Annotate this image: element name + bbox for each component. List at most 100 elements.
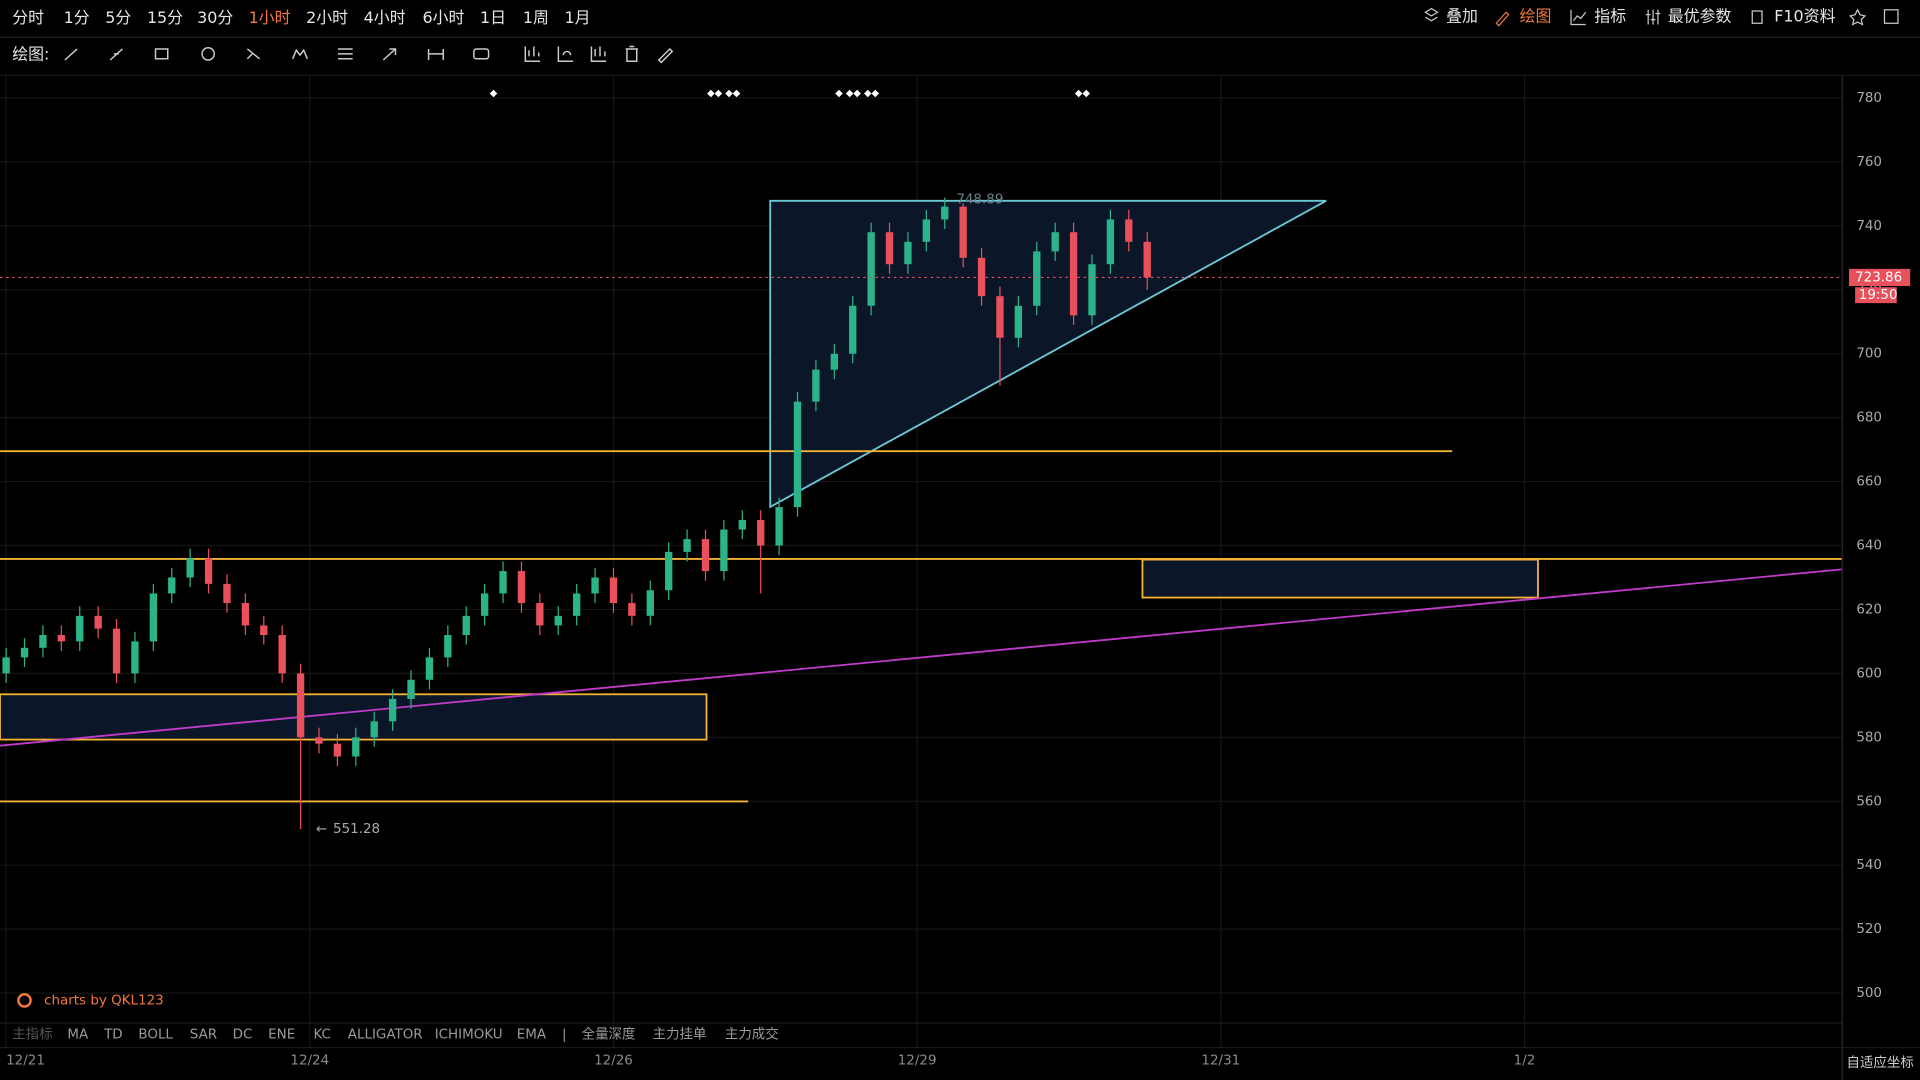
y-tick-label: 640 [1856, 539, 1882, 554]
candle-body [444, 635, 452, 658]
candle-body [609, 577, 618, 604]
period-tab[interactable]: 1月 [564, 8, 590, 27]
axis-mode[interactable]: 自适应坐标 [1847, 1054, 1914, 1071]
candle-body [370, 721, 378, 738]
candle-body [775, 507, 783, 546]
y-tick-label: 500 [1856, 986, 1882, 1001]
period-tab[interactable]: 1周 [523, 8, 549, 27]
indicator-tab[interactable]: TD [103, 1028, 123, 1043]
event-marker[interactable]: ◆◆ [1075, 88, 1091, 99]
indicator-tab[interactable]: BOLL [138, 1028, 173, 1043]
tool-c[interactable] [590, 46, 607, 62]
candle-body [168, 577, 176, 594]
tool-circle[interactable] [201, 47, 216, 61]
candles [2, 197, 1151, 830]
icon-f10 [1751, 10, 1763, 24]
indicator-tab[interactable]: EMA [517, 1028, 547, 1043]
indicator-tab[interactable]: MA [67, 1028, 89, 1043]
separator: | [562, 1028, 567, 1043]
indicator-tab[interactable]: KC [313, 1028, 330, 1043]
tool-label[interactable]: 最优参数 [1668, 7, 1732, 26]
indicator-tab[interactable]: SAR [190, 1028, 217, 1043]
logo [17, 993, 32, 1008]
candle-body [757, 519, 765, 546]
candle-body [186, 558, 194, 578]
candle-body [1014, 305, 1023, 338]
indicator-tab[interactable]: ENE [268, 1028, 295, 1043]
tool-label[interactable]: F10资料 [1774, 7, 1835, 26]
candle-body [131, 641, 139, 674]
x-tick-label: 12/31 [1201, 1053, 1240, 1068]
period-tab[interactable]: 15分 [147, 8, 183, 27]
tool-arrow[interactable] [382, 48, 397, 61]
y-tick-label: 780 [1856, 91, 1882, 106]
tool-fib[interactable] [246, 48, 261, 60]
candle-body [407, 679, 415, 699]
depth-tab[interactable]: 主力挂单 [653, 1027, 707, 1043]
period-tab[interactable]: 1日 [480, 8, 506, 27]
period-tab[interactable]: 4小时 [364, 8, 406, 27]
candle-body [867, 232, 875, 306]
icon-indicator [1570, 9, 1587, 26]
candle-body [701, 539, 710, 572]
tool-pattern[interactable] [291, 48, 309, 60]
event-marker[interactable]: ◆ ◆◆ ◆◆ [835, 88, 879, 99]
y-tick-label: 760 [1856, 155, 1882, 170]
candle-body [499, 571, 507, 594]
indicator-tabs: 主指标 MA TD BOLL SAR DC ENE KC ALLIGATOR ICHIMOKU EM… [12, 1026, 778, 1043]
event-marker[interactable]: ◆◆ ◆◆ [707, 88, 741, 99]
candle-body [462, 615, 470, 636]
candle-body [1106, 219, 1115, 265]
event-marker[interactable]: ◆ [490, 88, 498, 99]
candle-body [39, 635, 47, 648]
icon-star[interactable] [1849, 8, 1867, 26]
icon-draw [1495, 11, 1510, 27]
draw-tools [64, 45, 674, 64]
indicator-tab[interactable]: DC [233, 1028, 253, 1043]
last-time-box [1855, 287, 1897, 304]
tool-line[interactable] [64, 48, 78, 61]
tool-label[interactable]: 绘图 [1520, 7, 1552, 26]
period-tab[interactable]: 30分 [197, 8, 233, 27]
tool-pen[interactable] [657, 47, 674, 64]
period-tab[interactable]: 1小时 [249, 8, 291, 27]
last-price-box [1848, 268, 1911, 286]
period-tab[interactable]: 2小时 [306, 8, 348, 27]
tool-channel[interactable] [109, 48, 123, 61]
draw-toolbar-label: 绘图: [12, 45, 49, 64]
period-tab[interactable]: 6小时 [422, 8, 464, 27]
candle-body [628, 603, 636, 616]
tool-label[interactable]: 指标 [1594, 7, 1626, 26]
candle-body [885, 232, 894, 265]
icon-params [1645, 9, 1661, 25]
depth-tab[interactable]: 全量深度 [582, 1026, 636, 1043]
y-tick-label: 600 [1856, 666, 1882, 681]
candle-body [1125, 219, 1133, 242]
tool-b[interactable] [557, 46, 574, 62]
tool-delete[interactable] [625, 45, 638, 62]
indicator-tab[interactable]: ALLIGATOR [348, 1028, 423, 1043]
candle-body [1033, 251, 1041, 306]
zone-box [0, 693, 708, 741]
period-tab[interactable]: 1分 [64, 8, 90, 27]
tool-note[interactable] [473, 48, 490, 60]
tool-label[interactable]: 叠加 [1446, 7, 1478, 26]
candle-body [1143, 241, 1151, 278]
indicator-tab[interactable]: ICHIMOKU [435, 1028, 503, 1043]
y-tick-label: 740 [1856, 219, 1882, 234]
tool-measure[interactable] [427, 48, 445, 60]
icon-fullscreen[interactable] [1883, 9, 1899, 24]
zone-box [1141, 558, 1539, 599]
tool-rect[interactable] [154, 48, 169, 60]
candle-body [425, 657, 434, 680]
candle-body [793, 401, 802, 508]
depth-tab[interactable]: 主力成交 [725, 1026, 779, 1043]
tool-a[interactable] [524, 46, 540, 62]
x-tick-label: 12/21 [6, 1053, 45, 1068]
period-tab[interactable]: 分时 [12, 8, 44, 27]
tool-gann[interactable] [337, 48, 353, 60]
period-tab[interactable]: 5分 [105, 8, 131, 27]
high-label: 748.89 [956, 193, 1003, 208]
